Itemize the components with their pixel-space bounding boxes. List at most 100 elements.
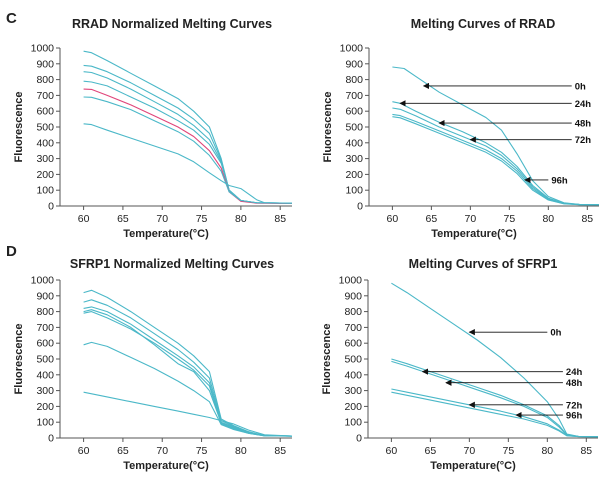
chart2-ytick-label: 500: [36, 354, 54, 366]
chart3-xtick-label: 80: [541, 445, 553, 457]
chart2-ytick-label: 900: [36, 290, 54, 302]
chart0-xtick-label: 80: [235, 213, 247, 225]
chart3-annotation-72h: 72h: [566, 400, 583, 411]
panel-letter-d: D: [6, 243, 17, 260]
chart2-xtick-label: 65: [117, 445, 129, 457]
chart0-xtick-label: 85: [274, 213, 286, 225]
chart1-ytick-label: 900: [345, 58, 363, 70]
chart3-ytick-label: 800: [344, 306, 362, 318]
chart0-ytick-label: 900: [36, 58, 54, 70]
chart1-xtick-label: 75: [503, 213, 515, 225]
chart1-title: Melting Curves of RRAD: [411, 17, 555, 31]
chart-rrad-melting: Melting Curves of RRAD 0 100 200 300 400 500 60…: [322, 17, 600, 240]
chart3-xtick-label: 85: [580, 445, 592, 457]
chart0-xtick-label: 65: [117, 213, 129, 225]
chart2-series-s3: [83, 306, 293, 437]
chart1-ylabel: Fluorescence: [322, 92, 334, 163]
chart3-ytick-label: 900: [344, 290, 362, 302]
chart0-series-s4: [83, 80, 293, 204]
chart1-ytick-label: 600: [345, 106, 363, 118]
chart3-xlabel: Temperature(°C): [430, 460, 516, 472]
chart-sfrp1-normalized: SFRP1 Normalized Melting Curves 0 100 200 30…: [13, 257, 293, 472]
chart2-xtick-label: 80: [235, 445, 247, 457]
chart2-ytick-label: 1000: [31, 275, 55, 287]
chart2-ytick-label: 700: [36, 322, 54, 334]
chart2-ytick-label: 200: [36, 401, 54, 413]
chart3-xtick-label: 65: [425, 445, 437, 457]
chart3-ytick-label: 300: [344, 385, 362, 397]
chart1-ytick-label: 300: [345, 153, 363, 165]
chart1-xlabel: Temperature(°C): [431, 228, 517, 240]
chart0-ytick-label: 800: [36, 74, 54, 86]
chart3-series-96h: [391, 391, 599, 438]
chart3-annotation-96h: 96h: [566, 411, 583, 422]
chart1-ytick-label: 0: [357, 201, 363, 213]
chart1-annotation-96h: 96h: [551, 175, 568, 186]
chart2-ytick-label: 300: [36, 385, 54, 397]
chart0-xtick-label: 70: [156, 213, 168, 225]
chart0-ytick-label: 200: [36, 169, 54, 181]
chart1-xtick-label: 70: [465, 213, 477, 225]
chart0-series-s7: [83, 123, 293, 204]
chart0-ytick-label: 500: [36, 122, 54, 134]
chart1-xtick-label: 65: [426, 213, 438, 225]
chart0-ytick-label: 1000: [31, 43, 55, 55]
chart1-series-72h: [392, 113, 600, 206]
chart3-ytick-label: 400: [344, 369, 362, 381]
chart2-ytick-label: 100: [36, 417, 54, 429]
chart1-annotation-0h: 0h: [575, 81, 586, 92]
chart2-series-s6: [83, 341, 293, 437]
chart2-series-s2: [83, 299, 293, 437]
chart2-series-s5: [83, 311, 293, 437]
chart3-ytick-label: 700: [344, 322, 362, 334]
chart1-annotation-72h: 72h: [575, 135, 592, 146]
chart3-ytick-label: 200: [344, 401, 362, 413]
chart1-series-0h: [392, 66, 600, 206]
chart2-ytick-label: 400: [36, 369, 54, 381]
chart3-ytick-label: 0: [356, 433, 362, 445]
chart3-ylabel: Fluorescence: [321, 324, 333, 395]
chart3-annotation-48h: 48h: [566, 378, 583, 389]
chart2-ytick-label: 800: [36, 306, 54, 318]
chart1-annotation-48h: 48h: [575, 119, 592, 130]
chart1-ytick-label: 800: [345, 74, 363, 86]
chart1-series-24h: [392, 101, 600, 206]
chart0-series-s6: [83, 96, 293, 204]
chart3-ytick-label: 100: [344, 417, 362, 429]
chart0-ytick-label: 300: [36, 153, 54, 165]
chart2-xtick-label: 85: [274, 445, 286, 457]
chart1-ytick-label: 200: [345, 169, 363, 181]
chart0-series-s5: [83, 88, 293, 205]
chart2-ytick-label: 600: [36, 338, 54, 350]
chart3-series-0h: [391, 282, 599, 438]
chart0-xlabel: Temperature(°C): [123, 228, 209, 240]
chart1-series-48h: [392, 107, 600, 206]
chart1-xtick-label: 85: [581, 213, 593, 225]
chart2-ylabel: Fluorescence: [13, 324, 25, 395]
chart3-xtick-label: 75: [502, 445, 514, 457]
chart0-ytick-label: 700: [36, 90, 54, 102]
chart2-xtick-label: 70: [156, 445, 168, 457]
panel-letter-c: C: [6, 10, 17, 27]
chart2-ytick-label: 0: [48, 433, 54, 445]
chart1-ytick-label: 500: [345, 122, 363, 134]
chart1-ytick-label: 700: [345, 90, 363, 102]
chart3-title: Melting Curves of SFRP1: [409, 257, 558, 271]
chart2-xtick-label: 60: [78, 445, 90, 457]
chart-sfrp1-melting: Melting Curves of SFRP1 0 100 200 300 400 500 6…: [321, 257, 599, 472]
chart2-series-s1: [83, 289, 293, 437]
chart2-xtick-label: 75: [196, 445, 208, 457]
chart3-ytick-label: 1000: [339, 275, 363, 287]
chart1-ytick-label: 100: [345, 185, 363, 197]
chart1-ytick-label: 1000: [340, 43, 364, 55]
chart3-xtick-label: 60: [386, 445, 398, 457]
chart1-xtick-label: 80: [542, 213, 554, 225]
chart3-xtick-label: 70: [464, 445, 476, 457]
chart-rrad-normalized: RRAD Normalized Melting Curves 0 100 200 300…: [13, 17, 293, 240]
chart1-annotation-24h: 24h: [575, 99, 592, 110]
chart2-title: SFRP1 Normalized Melting Curves: [70, 257, 274, 271]
chart1-xtick-label: 60: [387, 213, 399, 225]
chart0-ytick-label: 400: [36, 137, 54, 149]
chart0-ytick-label: 0: [48, 201, 54, 213]
chart1-series-96h: [392, 116, 599, 206]
